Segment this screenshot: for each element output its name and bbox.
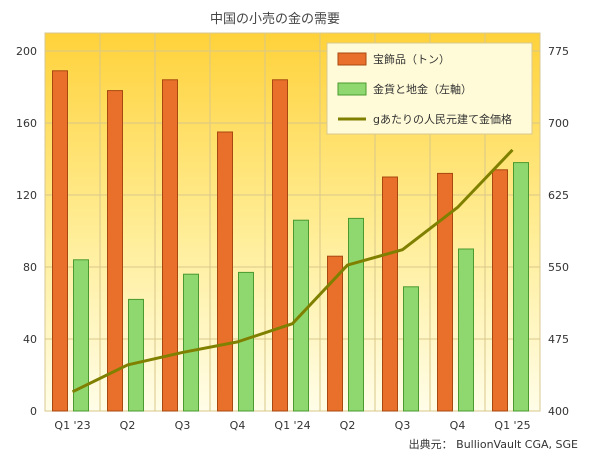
y-left-tick-label: 160 [16,117,37,130]
bar-jewelry [162,79,178,412]
x-axis: Q1 '23 Q2 Q3 Q4 Q1 '24 Q2 Q3 Q4 Q1 '25 [54,419,530,432]
bar-coins-bars [403,286,419,412]
x-tick-label: Q2 [120,419,136,432]
legend-swatch-jewelry [337,52,367,66]
grid-lines [45,33,540,412]
y-axis-left: 0 40 80 120 160 200 [16,45,37,418]
bar-jewelry [52,70,68,412]
y-right-tick-label: 700 [548,117,569,130]
bar-jewelry [107,90,123,412]
legend-label-price: gあたりの人民元建て金価格 [373,112,512,126]
bar-jewelry [217,131,233,412]
bar-coins-bars [73,259,89,412]
y-left-tick-label: 80 [23,261,37,274]
x-tick-label: Q1 '24 [274,419,310,432]
bar-jewelry [382,176,398,412]
x-tick-label: Q4 [450,419,466,432]
y-left-tick-label: 0 [30,405,37,418]
x-tick-label: Q1 '23 [54,419,90,432]
bar-coins-bars [513,162,529,412]
bar-jewelry [272,79,288,412]
legend-label-jewelry: 宝飾品（トン） [373,52,450,66]
legend-label-coins: 金貨と地金（左軸） [373,82,472,96]
x-tick-label: Q1 '25 [494,419,530,432]
bar-coins-bars [458,248,474,412]
chart-title: 中国の小売の金の需要 [210,11,340,27]
y-left-tick-label: 40 [23,333,37,346]
legend-swatch-coins [337,82,367,96]
legend: 宝飾品（トン） 金貨と地金（左軸） gあたりの人民元建て金価格 [326,42,533,135]
y-right-tick-label: 625 [548,189,569,202]
x-tick-label: Q3 [395,419,411,432]
price-line [71,148,514,394]
bar-coins-bars [348,217,364,412]
x-tick-label: Q3 [175,419,191,432]
y-right-tick-label: 400 [548,405,569,418]
x-tick-label: Q4 [230,419,246,432]
y-axis-right: 400 475 550 625 700 775 [548,45,569,418]
price-line-path [71,148,514,394]
bar-coins-bars [183,273,199,412]
y-left-tick-label: 200 [16,45,37,58]
bars [52,70,529,412]
source-note: 出典元： BullionVault CGA, SGE [409,437,578,451]
y-left-tick-label: 120 [16,189,37,202]
x-tick-label: Q2 [340,419,356,432]
bar-coins-bars [128,298,144,412]
y-right-tick-label: 475 [548,333,569,346]
y-right-tick-label: 775 [548,45,569,58]
bar-jewelry [492,169,508,412]
y-right-tick-label: 550 [548,261,569,274]
bar-jewelry [437,172,453,412]
bar-jewelry [327,255,343,412]
